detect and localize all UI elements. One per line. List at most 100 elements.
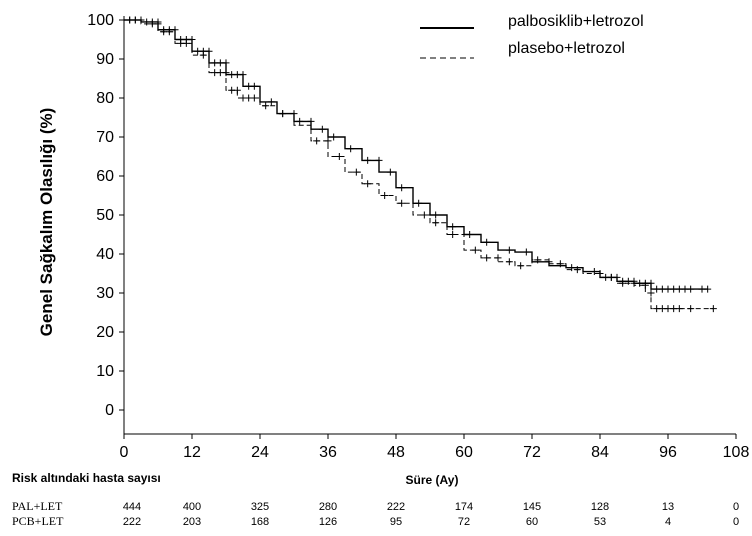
x-ticks: 0 12 24 36 48 60 72 84 96 108 xyxy=(120,434,750,461)
censor-mark xyxy=(279,110,287,118)
censor-mark xyxy=(364,180,372,188)
censor-mark xyxy=(420,211,428,219)
censor-mark xyxy=(296,117,304,125)
censor-mark xyxy=(619,279,627,287)
risk-value: 126 xyxy=(319,516,337,528)
y-tick-label: 90 xyxy=(96,51,114,68)
risk-value: 145 xyxy=(523,501,541,513)
censor-mark xyxy=(596,270,604,277)
censor-mark xyxy=(182,39,190,47)
legend-label-plasebo: plasebo+letrozol xyxy=(508,40,625,57)
censor-mark xyxy=(154,20,162,28)
x-tick-label: 48 xyxy=(387,444,405,461)
censor-mark xyxy=(545,258,553,266)
risk-value: 325 xyxy=(251,501,269,513)
x-tick-label: 108 xyxy=(723,444,750,461)
risk-value: 174 xyxy=(455,501,473,513)
censor-mark xyxy=(347,145,355,153)
x-axis-label: Süre (Ay) xyxy=(406,473,459,487)
risk-row-label-pcb: PCB+LET xyxy=(12,514,64,528)
censor-mark xyxy=(522,248,530,256)
censor-mark xyxy=(398,199,406,207)
x-tick-label: 24 xyxy=(251,444,269,461)
censor-mark xyxy=(222,69,230,77)
censor-mark xyxy=(704,285,712,293)
risk-value: 280 xyxy=(319,501,337,513)
x-tick-label: 36 xyxy=(319,444,337,461)
censor-mark xyxy=(449,223,457,231)
censor-mark xyxy=(709,305,717,313)
censor-mark xyxy=(188,36,196,43)
risk-table-title: Risk altındaki hasta sayısı xyxy=(12,471,161,485)
censor-mark xyxy=(641,281,649,289)
censor-mark xyxy=(318,125,326,133)
risk-row-label-pal: PAL+LET xyxy=(12,499,63,513)
censor-mark xyxy=(534,256,542,264)
legend-label-palbosiklib: palbosiklib+letrozol xyxy=(508,13,644,30)
risk-value: 72 xyxy=(458,516,470,528)
censor-mark xyxy=(466,231,474,238)
y-tick-label: 80 xyxy=(96,90,114,107)
censor-mark xyxy=(505,246,513,254)
censor-mark xyxy=(494,254,502,262)
x-tick-label: 72 xyxy=(523,444,541,461)
y-tick-label: 40 xyxy=(96,246,114,263)
censor-mark xyxy=(171,26,179,34)
censor-mark xyxy=(250,94,258,102)
risk-value: 4 xyxy=(665,516,671,528)
censor-mark xyxy=(449,231,457,238)
curve-palbosiklib xyxy=(124,19,708,290)
censor-mark xyxy=(205,47,213,55)
censor-mark xyxy=(647,279,655,287)
y-tick-label: 50 xyxy=(96,207,114,224)
x-tick-label: 60 xyxy=(455,444,473,461)
y-axis-label: Genel Sağkalım Olasılığı (%) xyxy=(37,108,56,337)
risk-value: 0 xyxy=(733,516,739,528)
censor-mark xyxy=(352,168,360,176)
censor-mark xyxy=(590,268,598,276)
y-tick-label: 30 xyxy=(96,285,114,302)
x-tick-label: 96 xyxy=(659,444,677,461)
censor-mark xyxy=(199,51,207,59)
x-tick-label: 0 xyxy=(120,444,129,461)
censor-mark xyxy=(556,260,564,268)
censor-mark xyxy=(483,254,491,262)
censor-mark xyxy=(432,211,440,219)
risk-value: 0 xyxy=(733,501,739,513)
axes xyxy=(123,16,736,435)
risk-value: 444 xyxy=(123,501,141,513)
censor-mark xyxy=(290,110,298,118)
censor-mark xyxy=(415,199,423,207)
risk-table: PAL+LET PCB+LET 444 400 325 280 222 174 145 128… xyxy=(12,499,739,528)
risk-value: 400 xyxy=(183,501,201,513)
risk-value: 222 xyxy=(123,516,141,528)
censor-mark xyxy=(483,238,491,246)
y-ticks: 0 10 20 30 40 50 60 70 80 90 100 xyxy=(87,12,124,419)
censor-mark xyxy=(250,82,258,90)
censor-mark xyxy=(568,264,576,272)
censor-mark xyxy=(330,133,338,141)
censor-mark xyxy=(307,117,315,125)
y-tick-label: 100 xyxy=(87,12,114,29)
censor-mark xyxy=(630,279,638,287)
censor-mark xyxy=(239,71,247,79)
censor-mark xyxy=(233,86,241,94)
x-tick-label: 84 xyxy=(591,444,609,461)
censor-mark xyxy=(675,305,683,313)
risk-value: 95 xyxy=(390,516,402,528)
censor-mark xyxy=(432,219,440,227)
censor-mark xyxy=(375,156,383,164)
censor-mark xyxy=(335,153,343,160)
censor-mark xyxy=(165,28,173,36)
censor-mark xyxy=(381,192,389,199)
risk-value: 222 xyxy=(387,501,405,513)
censor-mark xyxy=(398,184,406,192)
legend: palbosiklib+letrozol plasebo+letrozol xyxy=(420,13,644,59)
censor-mark xyxy=(137,16,145,24)
censor-mark xyxy=(517,262,525,270)
y-tick-label: 60 xyxy=(96,168,114,185)
censor-mark xyxy=(687,285,695,293)
risk-value: 13 xyxy=(662,501,674,513)
censor-mark xyxy=(647,289,655,297)
